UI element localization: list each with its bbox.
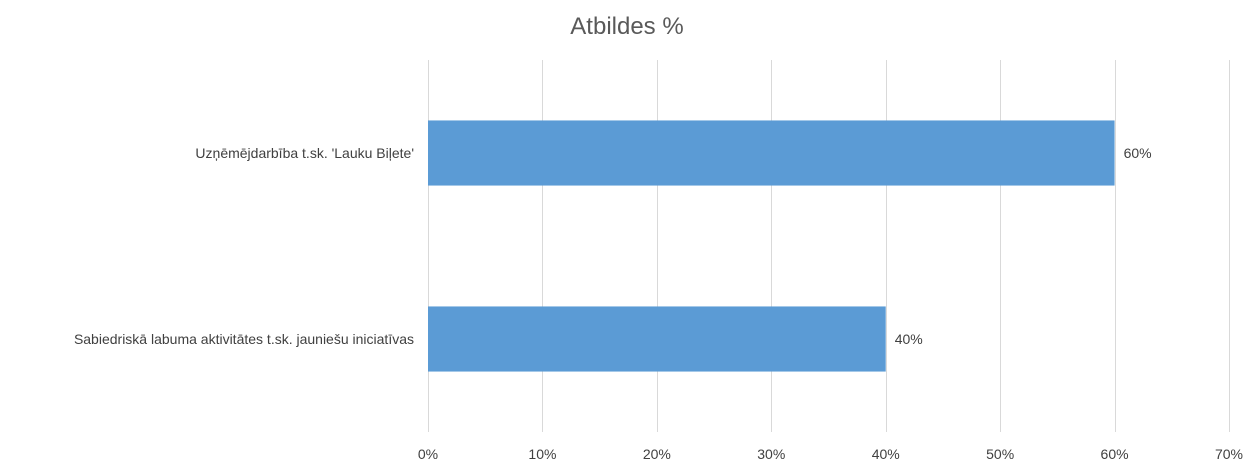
chart-title: Atbildes % bbox=[570, 13, 683, 40]
category-label: Sabiedriskā labuma aktivitātes t.sk. jau… bbox=[74, 331, 414, 347]
gridlines bbox=[428, 60, 1230, 432]
x-tick-label: 40% bbox=[872, 446, 900, 462]
x-tick-label: 50% bbox=[986, 446, 1014, 462]
data-labels: 60% 40% bbox=[895, 145, 1152, 347]
category-labels: Uzņēmējdarbība t.sk. 'Lauku Biļete' Sabie… bbox=[74, 145, 414, 347]
bars bbox=[428, 120, 1115, 372]
x-tick-label: 10% bbox=[528, 446, 556, 462]
x-tick-label: 0% bbox=[418, 446, 438, 462]
x-tick-label: 60% bbox=[1101, 446, 1129, 462]
data-label: 60% bbox=[1124, 145, 1152, 161]
data-label: 40% bbox=[895, 331, 923, 347]
x-tick-label: 70% bbox=[1215, 446, 1243, 462]
x-tick-label: 20% bbox=[643, 446, 671, 462]
x-tick-label: 30% bbox=[757, 446, 785, 462]
x-axis-tick-labels: 0% 10% 20% 30% 40% 50% 60% 70% bbox=[418, 446, 1243, 462]
bar bbox=[428, 306, 886, 372]
category-label: Uzņēmējdarbība t.sk. 'Lauku Biļete' bbox=[195, 145, 414, 161]
bar bbox=[428, 120, 1115, 186]
